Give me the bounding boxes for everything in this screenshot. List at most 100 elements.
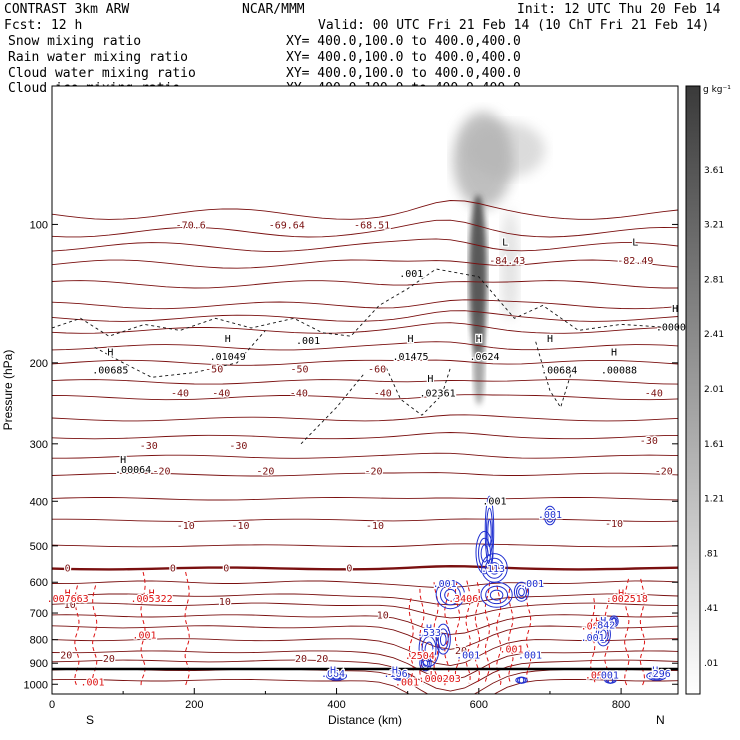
legend-snow: Snow mixing ratio: [8, 34, 141, 49]
x-tick-label: 400: [327, 699, 345, 711]
rain-label: H: [149, 589, 155, 600]
x-tick-label: 0: [49, 699, 55, 711]
rain-contour: [525, 588, 532, 685]
cloud-ice-contour: [385, 367, 451, 416]
cloud-water-contour: [599, 629, 607, 640]
cloud-water-contour: [518, 587, 525, 597]
rain-label: .001: [585, 671, 609, 682]
cloud-water-contour: [480, 581, 513, 608]
rain-label: .000203: [419, 674, 461, 685]
y-tick-label: 600: [30, 577, 48, 589]
cloud-water-contour: [610, 617, 618, 626]
snow-ice-label: .0000: [656, 322, 686, 333]
temperature-line: [52, 472, 678, 477]
temperature-label: 20: [455, 646, 467, 657]
snow-ice-label: H: [120, 455, 126, 466]
rain-label: .3406: [448, 594, 478, 605]
cloud-water-contour: [485, 585, 509, 605]
temperature-line: [52, 497, 678, 501]
temperature-line: [52, 379, 678, 385]
cloud-water-contour: [475, 530, 494, 575]
cloud-water-contour: [396, 672, 405, 680]
legend-cloud-water: Cloud water mixing ratio: [8, 66, 196, 81]
organization: NCAR/MMM: [242, 2, 305, 17]
cloud-ice-contour: [535, 341, 572, 409]
rain-contour: [508, 588, 514, 685]
cloud-water-contour: [437, 628, 449, 651]
y-tick-label: 300: [30, 439, 48, 451]
cloud-ice-contour: [300, 372, 366, 445]
rain-contour: [444, 578, 450, 687]
temperature-label: -20: [256, 467, 274, 478]
rain-contour: [604, 598, 610, 683]
cloud-water-label: .001: [518, 651, 542, 662]
snow-ice-label: H: [547, 334, 553, 345]
temperature-line: [52, 543, 678, 548]
cloud-water-contour: [435, 623, 451, 655]
temperature-label: -20: [655, 467, 673, 478]
rain-contour: [639, 578, 646, 687]
temperature-label: -10: [366, 521, 384, 532]
temperature-line: [52, 219, 678, 238]
colorbar-unit: g kg⁻¹: [703, 85, 731, 95]
cloud-water-label: .113: [481, 564, 505, 575]
rain-label: .001: [132, 630, 156, 641]
temperature-label: -68.51: [354, 220, 390, 231]
freezing-level-line: [52, 564, 678, 571]
rain-contour: [589, 598, 596, 683]
rain-contour: [184, 571, 190, 687]
cloud-water-label: H: [330, 666, 336, 677]
temperature-line: [52, 593, 678, 606]
north-label: N: [656, 713, 665, 727]
cloud-water-contour: [419, 654, 432, 672]
temperature-label: 10: [377, 611, 389, 622]
temperature-contours: [52, 200, 678, 694]
cloud-water-contour: [488, 562, 501, 575]
cloud-water-contour: [444, 588, 457, 602]
cloud-water-contour: [332, 672, 342, 680]
colorbar-level: 2.01: [704, 385, 724, 395]
x-tick-label: 800: [612, 699, 630, 711]
temperature-line: [52, 299, 678, 310]
temperature-line: [52, 638, 678, 667]
temperature-label: 20: [60, 651, 72, 662]
rain-label: .001: [499, 644, 523, 655]
cloud-water-contour: [480, 544, 489, 563]
temperature-line: [52, 341, 678, 351]
temperature-line: [52, 394, 678, 401]
rain-contour: [454, 582, 461, 685]
snow-ice-label: L: [502, 237, 508, 248]
cloud-water-contour: [652, 672, 662, 680]
valid-time: Valid: 00 UTC Fri 21 Feb 14 (10 ChT Fri …: [318, 18, 709, 33]
rain-label: .005322: [131, 594, 173, 605]
temperature-line: [52, 452, 678, 459]
x-tick-label: 200: [185, 699, 203, 711]
x-axis: 0 200 400 600 800: [49, 688, 630, 711]
south-label: S: [86, 713, 94, 727]
rain-label: .002518: [606, 594, 648, 605]
y-tick-label: 1000: [24, 679, 48, 691]
temperature-label: -70.6: [176, 220, 206, 231]
rain-contour: [140, 571, 146, 687]
snow-ice-label: H: [408, 334, 414, 345]
temperature-label: -50: [291, 365, 309, 376]
colorbar-level: 1.21: [704, 495, 724, 505]
snow-ice-label: H: [427, 374, 433, 385]
plot-area: [52, 86, 678, 694]
temperature-line: [52, 602, 678, 619]
temperature-line: [52, 659, 678, 692]
snow-ice-label: L: [632, 237, 638, 248]
snow-ice-label: .01475: [392, 352, 428, 363]
rain-label: L: [430, 670, 436, 681]
temperature-label: 10: [219, 597, 231, 608]
cloud-water-contour: [439, 633, 447, 647]
temperature-label: -30: [229, 441, 247, 452]
legend-rain-xy: XY= 400.0,100.0 to 400.0,400.0: [286, 50, 521, 65]
colorbar-level: 3.21: [704, 221, 724, 231]
snow-ice-label: H: [107, 348, 113, 359]
rain-label: .001: [395, 677, 419, 688]
temperature-line: [52, 280, 678, 289]
snow-ice-label: .00064: [115, 465, 151, 476]
colorbar-level: .01: [704, 659, 718, 669]
